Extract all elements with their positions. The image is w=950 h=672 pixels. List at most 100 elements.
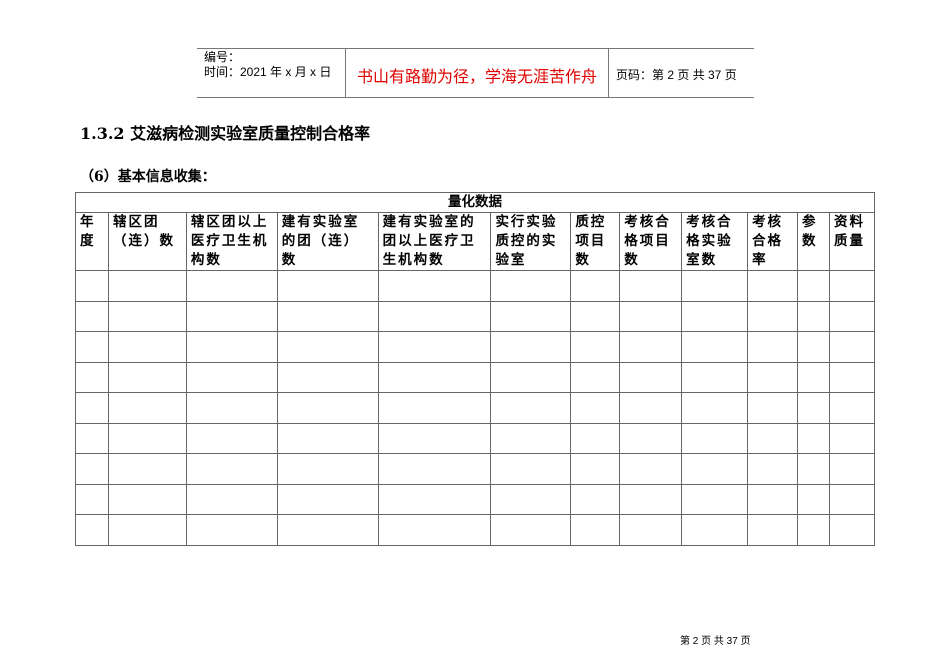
- table-cell[interactable]: [681, 514, 749, 546]
- table-cell[interactable]: [747, 392, 798, 424]
- table-cell[interactable]: [107, 514, 187, 546]
- table-cell[interactable]: [75, 483, 109, 515]
- table-cell[interactable]: [570, 392, 621, 424]
- table-cell[interactable]: [681, 422, 749, 454]
- table-cell[interactable]: [185, 270, 278, 302]
- table-cell[interactable]: [107, 361, 187, 393]
- table-cell[interactable]: [828, 331, 876, 363]
- table-cell[interactable]: [490, 483, 572, 515]
- table-cell[interactable]: [185, 331, 278, 363]
- table-cell[interactable]: [377, 331, 492, 363]
- table-cell[interactable]: [747, 422, 798, 454]
- table-cell[interactable]: [276, 453, 379, 485]
- table-cell[interactable]: [619, 392, 683, 424]
- table-cell[interactable]: [828, 483, 876, 515]
- table-cell[interactable]: [828, 422, 876, 454]
- table-cell[interactable]: [490, 453, 572, 485]
- table-cell[interactable]: [185, 514, 278, 546]
- table-cell[interactable]: [797, 514, 830, 546]
- table-cell[interactable]: [276, 270, 379, 302]
- table-cell[interactable]: [747, 361, 798, 393]
- table-cell[interactable]: [828, 300, 876, 332]
- table-cell[interactable]: [828, 453, 876, 485]
- table-cell[interactable]: [276, 422, 379, 454]
- table-cell[interactable]: [276, 483, 379, 515]
- table-cell[interactable]: [276, 331, 379, 363]
- table-cell[interactable]: [185, 300, 278, 332]
- table-cell[interactable]: [797, 422, 830, 454]
- table-cell[interactable]: [570, 483, 621, 515]
- table-cell[interactable]: [828, 392, 876, 424]
- table-cell[interactable]: [619, 514, 683, 546]
- table-cell[interactable]: [377, 392, 492, 424]
- table-cell[interactable]: [377, 422, 492, 454]
- table-cell[interactable]: [797, 483, 830, 515]
- table-cell[interactable]: [570, 331, 621, 363]
- table-cell[interactable]: [490, 270, 572, 302]
- table-cell[interactable]: [490, 331, 572, 363]
- table-cell[interactable]: [377, 300, 492, 332]
- table-cell[interactable]: [797, 453, 830, 485]
- table-cell[interactable]: [185, 453, 278, 485]
- table-cell[interactable]: [570, 361, 621, 393]
- table-cell[interactable]: [747, 483, 798, 515]
- table-cell[interactable]: [276, 361, 379, 393]
- table-cell[interactable]: [107, 392, 187, 424]
- table-cell[interactable]: [797, 300, 830, 332]
- table-cell[interactable]: [185, 422, 278, 454]
- table-cell[interactable]: [797, 331, 830, 363]
- table-cell[interactable]: [75, 422, 109, 454]
- table-cell[interactable]: [681, 453, 749, 485]
- table-cell[interactable]: [828, 270, 876, 302]
- table-cell[interactable]: [828, 514, 876, 546]
- table-cell[interactable]: [276, 300, 379, 332]
- table-cell[interactable]: [75, 300, 109, 332]
- table-cell[interactable]: [276, 514, 379, 546]
- table-cell[interactable]: [797, 361, 830, 393]
- table-cell[interactable]: [747, 300, 798, 332]
- table-cell[interactable]: [490, 514, 572, 546]
- table-cell[interactable]: [619, 270, 683, 302]
- table-cell[interactable]: [185, 361, 278, 393]
- table-cell[interactable]: [681, 361, 749, 393]
- table-cell[interactable]: [75, 361, 109, 393]
- table-cell[interactable]: [619, 331, 683, 363]
- table-cell[interactable]: [681, 483, 749, 515]
- table-cell[interactable]: [681, 392, 749, 424]
- table-cell[interactable]: [377, 514, 492, 546]
- table-cell[interactable]: [490, 361, 572, 393]
- table-cell[interactable]: [490, 422, 572, 454]
- table-cell[interactable]: [75, 270, 109, 302]
- table-cell[interactable]: [747, 453, 798, 485]
- table-cell[interactable]: [377, 453, 492, 485]
- table-cell[interactable]: [619, 453, 683, 485]
- table-cell[interactable]: [75, 392, 109, 424]
- table-cell[interactable]: [681, 331, 749, 363]
- table-cell[interactable]: [107, 453, 187, 485]
- table-cell[interactable]: [619, 300, 683, 332]
- table-cell[interactable]: [570, 270, 621, 302]
- table-cell[interactable]: [75, 514, 109, 546]
- table-cell[interactable]: [75, 453, 109, 485]
- table-cell[interactable]: [681, 270, 749, 302]
- table-cell[interactable]: [747, 331, 798, 363]
- table-cell[interactable]: [619, 483, 683, 515]
- table-cell[interactable]: [797, 392, 830, 424]
- table-cell[interactable]: [570, 422, 621, 454]
- table-cell[interactable]: [490, 392, 572, 424]
- table-cell[interactable]: [377, 483, 492, 515]
- table-cell[interactable]: [828, 361, 876, 393]
- table-cell[interactable]: [185, 392, 278, 424]
- table-cell[interactable]: [107, 270, 187, 302]
- table-cell[interactable]: [185, 483, 278, 515]
- table-cell[interactable]: [747, 270, 798, 302]
- table-cell[interactable]: [619, 422, 683, 454]
- table-cell[interactable]: [377, 361, 492, 393]
- table-cell[interactable]: [570, 300, 621, 332]
- table-cell[interactable]: [797, 270, 830, 302]
- table-cell[interactable]: [107, 300, 187, 332]
- table-cell[interactable]: [75, 331, 109, 363]
- table-cell[interactable]: [570, 514, 621, 546]
- table-cell[interactable]: [570, 453, 621, 485]
- table-cell[interactable]: [276, 392, 379, 424]
